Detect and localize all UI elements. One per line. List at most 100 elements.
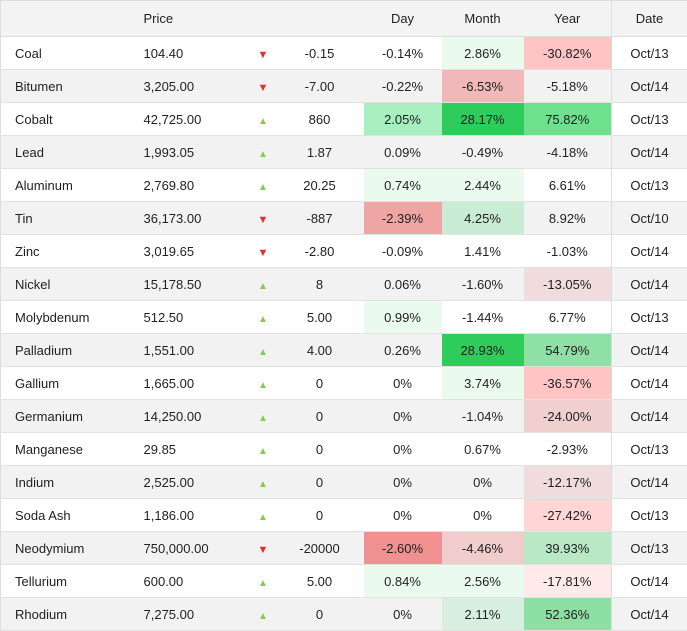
commodity-name: Manganese: [0, 432, 136, 466]
change-cell: 20.25: [275, 168, 364, 202]
price-cell: 36,173.00: [135, 201, 251, 235]
change-cell: 0: [275, 399, 364, 433]
month-change-cell: -6.53%: [441, 69, 524, 103]
table-row[interactable]: Rhodium 7,275.00 ▲ 0 0% 2.11% 52.36% Oct/14: [0, 597, 687, 631]
change-cell: -2.80: [275, 234, 364, 268]
arrow-up-icon: ▲: [250, 399, 276, 433]
year-change-cell: -30.82%: [523, 36, 612, 70]
arrow-up-icon: ▲: [250, 498, 276, 532]
price-cell: 14,250.00: [135, 399, 251, 433]
table-row[interactable]: Tellurium 600.00 ▲ 5.00 0.84% 2.56% -17.81% Oct…: [0, 564, 687, 598]
arrow-down-icon: ▼: [250, 69, 276, 103]
day-change-cell: 0.84%: [363, 564, 442, 598]
table-row[interactable]: Molybdenum 512.50 ▲ 5.00 0.99% -1.44% 6.77% Oct…: [0, 300, 687, 334]
date-cell: Oct/14: [611, 69, 687, 103]
day-change-cell: -2.60%: [363, 531, 442, 565]
table-row[interactable]: Cobalt 42,725.00 ▲ 860 2.05% 28.17% 75.82% Oct/…: [0, 102, 687, 136]
month-change-cell: 28.17%: [441, 102, 524, 136]
table-row[interactable]: Palladium 1,551.00 ▲ 4.00 0.26% 28.93% 54.79% O…: [0, 333, 687, 367]
change-cell: 0: [275, 432, 364, 466]
commodity-name: Palladium: [0, 333, 136, 367]
table-row[interactable]: Lead 1,993.05 ▲ 1.87 0.09% -0.49% -4.18% Oct/14: [0, 135, 687, 169]
year-change-cell: -12.17%: [523, 465, 612, 499]
price-cell: 600.00: [135, 564, 251, 598]
table-row[interactable]: Neodymium 750,000.00 ▼ -20000 -2.60% -4.46% 39…: [0, 531, 687, 565]
day-change-cell: 0.99%: [363, 300, 442, 334]
price-cell: 3,019.65: [135, 234, 251, 268]
day-change-cell: 0.74%: [363, 168, 442, 202]
commodity-name: Tellurium: [0, 564, 136, 598]
table-row[interactable]: Soda Ash 1,186.00 ▲ 0 0% 0% -27.42% Oct/13: [0, 498, 687, 532]
day-change-cell: 0.26%: [363, 333, 442, 367]
header-price[interactable]: Price: [135, 0, 251, 37]
table-row[interactable]: Indium 2,525.00 ▲ 0 0% 0% -12.17% Oct/14: [0, 465, 687, 499]
price-cell: 1,186.00: [135, 498, 251, 532]
date-cell: Oct/14: [611, 399, 687, 433]
commodity-name: Gallium: [0, 366, 136, 400]
date-cell: Oct/14: [611, 135, 687, 169]
change-cell: 0: [275, 465, 364, 499]
change-cell: 5.00: [275, 300, 364, 334]
header-arrow: [250, 0, 276, 37]
table-row[interactable]: Zinc 3,019.65 ▼ -2.80 -0.09% 1.41% -1.03% Oct/1…: [0, 234, 687, 268]
change-cell: 5.00: [275, 564, 364, 598]
commodity-name: Neodymium: [0, 531, 136, 565]
commodity-name: Aluminum: [0, 168, 136, 202]
table-row[interactable]: Tin 36,173.00 ▼ -887 -2.39% 4.25% 8.92% Oct/10: [0, 201, 687, 235]
table-row[interactable]: Coal 104.40 ▼ -0.15 -0.14% 2.86% -30.82% Oct/13: [0, 36, 687, 70]
commodity-name: Molybdenum: [0, 300, 136, 334]
header-name[interactable]: [0, 0, 136, 37]
date-cell: Oct/10: [611, 201, 687, 235]
date-cell: Oct/13: [611, 168, 687, 202]
date-cell: Oct/14: [611, 465, 687, 499]
year-change-cell: -27.42%: [523, 498, 612, 532]
table-row[interactable]: Gallium 1,665.00 ▲ 0 0% 3.74% -36.57% Oct/14: [0, 366, 687, 400]
arrow-down-icon: ▼: [250, 234, 276, 268]
arrow-up-icon: ▲: [250, 168, 276, 202]
table-row[interactable]: Manganese 29.85 ▲ 0 0% 0.67% -2.93% Oct/13: [0, 432, 687, 466]
month-change-cell: 4.25%: [441, 201, 524, 235]
day-change-cell: 0.06%: [363, 267, 442, 301]
date-cell: Oct/13: [611, 300, 687, 334]
arrow-up-icon: ▲: [250, 597, 276, 631]
date-cell: Oct/14: [611, 234, 687, 268]
commodity-name: Coal: [0, 36, 136, 70]
date-cell: Oct/14: [611, 564, 687, 598]
arrow-up-icon-glyph: ▲: [258, 577, 268, 589]
price-cell: 750,000.00: [135, 531, 251, 565]
price-cell: 42,725.00: [135, 102, 251, 136]
arrow-up-icon-glyph: ▲: [258, 148, 268, 160]
month-change-cell: -1.44%: [441, 300, 524, 334]
date-cell: Oct/13: [611, 432, 687, 466]
day-change-cell: 2.05%: [363, 102, 442, 136]
table-row[interactable]: Bitumen 3,205.00 ▼ -7.00 -0.22% -6.53% -5.18% O…: [0, 69, 687, 103]
day-change-cell: -2.39%: [363, 201, 442, 235]
header-year[interactable]: Year: [523, 0, 612, 37]
table-row[interactable]: Nickel 15,178.50 ▲ 8 0.06% -1.60% -13.05% Oct/1…: [0, 267, 687, 301]
arrow-down-icon-glyph: ▼: [257, 246, 269, 259]
table-row[interactable]: Aluminum 2,769.80 ▲ 20.25 0.74% 2.44% 6.61% Oct…: [0, 168, 687, 202]
day-change-cell: 0%: [363, 366, 442, 400]
price-cell: 29.85: [135, 432, 251, 466]
date-cell: Oct/13: [611, 36, 687, 70]
price-cell: 7,275.00: [135, 597, 251, 631]
change-cell: 0: [275, 366, 364, 400]
arrow-down-icon-glyph: ▼: [257, 213, 269, 226]
year-change-cell: 75.82%: [523, 102, 612, 136]
year-change-cell: -1.03%: [523, 234, 612, 268]
arrow-down-icon-glyph: ▼: [257, 48, 269, 61]
header-date[interactable]: Date: [611, 0, 687, 37]
price-cell: 3,205.00: [135, 69, 251, 103]
commodity-name: Lead: [0, 135, 136, 169]
header-month[interactable]: Month: [441, 0, 524, 37]
table-row[interactable]: Germanium 14,250.00 ▲ 0 0% -1.04% -24.00% Oct/1…: [0, 399, 687, 433]
month-change-cell: -0.49%: [441, 135, 524, 169]
commodity-name: Cobalt: [0, 102, 136, 136]
change-cell: -20000: [275, 531, 364, 565]
arrow-up-icon-glyph: ▲: [258, 346, 268, 358]
header-change: [275, 0, 364, 37]
arrow-up-icon-glyph: ▲: [258, 313, 268, 325]
header-day[interactable]: Day: [363, 0, 442, 37]
date-cell: Oct/14: [611, 267, 687, 301]
day-change-cell: 0.09%: [363, 135, 442, 169]
